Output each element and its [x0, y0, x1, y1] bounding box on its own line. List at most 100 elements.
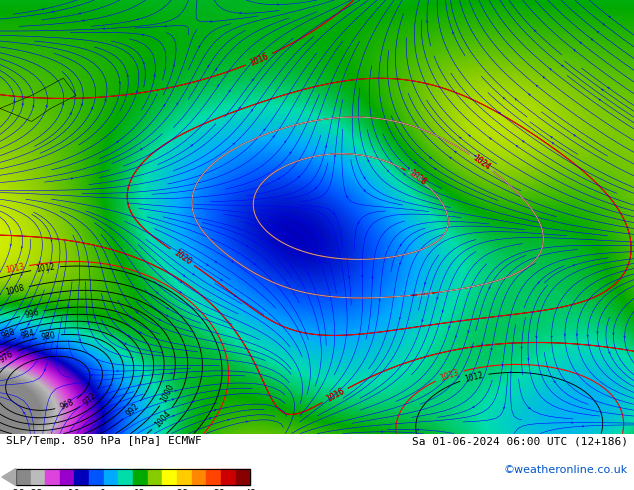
FancyArrowPatch shape	[498, 112, 500, 114]
FancyArrowPatch shape	[51, 293, 52, 295]
FancyArrowPatch shape	[602, 89, 604, 91]
FancyArrowPatch shape	[415, 162, 417, 164]
Text: 996: 996	[23, 307, 40, 319]
FancyArrowPatch shape	[210, 21, 212, 23]
FancyArrowPatch shape	[571, 422, 573, 423]
Polygon shape	[2, 468, 16, 486]
FancyArrowPatch shape	[551, 336, 552, 338]
Text: 26: 26	[177, 489, 188, 490]
FancyArrowPatch shape	[608, 87, 610, 89]
FancyArrowPatch shape	[489, 286, 491, 289]
FancyArrowPatch shape	[348, 276, 350, 279]
Text: 1028: 1028	[404, 168, 423, 183]
FancyArrowPatch shape	[139, 332, 141, 333]
FancyArrowPatch shape	[231, 261, 233, 262]
FancyArrowPatch shape	[138, 385, 140, 386]
FancyArrowPatch shape	[92, 408, 94, 410]
Text: 1024: 1024	[471, 153, 492, 172]
FancyArrowPatch shape	[28, 323, 30, 325]
FancyArrowPatch shape	[453, 31, 454, 34]
Text: 1024: 1024	[471, 153, 492, 172]
FancyArrowPatch shape	[515, 99, 517, 100]
Text: 992: 992	[124, 402, 141, 419]
Text: 1016: 1016	[249, 51, 269, 68]
FancyArrowPatch shape	[129, 316, 131, 318]
Text: 1012: 1012	[36, 263, 56, 274]
FancyArrowPatch shape	[94, 317, 96, 319]
FancyArrowPatch shape	[319, 260, 320, 262]
Bar	[16, 468, 30, 486]
FancyArrowPatch shape	[217, 85, 219, 87]
Bar	[236, 468, 250, 486]
FancyArrowPatch shape	[430, 157, 432, 159]
Text: 1020: 1020	[172, 248, 193, 267]
FancyArrowPatch shape	[165, 25, 167, 27]
FancyArrowPatch shape	[550, 69, 552, 71]
FancyArrowPatch shape	[191, 401, 193, 403]
FancyArrowPatch shape	[179, 291, 181, 293]
FancyArrowPatch shape	[119, 81, 121, 83]
FancyArrowPatch shape	[609, 352, 610, 354]
FancyArrowPatch shape	[172, 399, 174, 400]
FancyArrowPatch shape	[334, 154, 336, 157]
FancyArrowPatch shape	[254, 241, 256, 243]
FancyArrowPatch shape	[368, 160, 370, 162]
Text: ©weatheronline.co.uk: ©weatheronline.co.uk	[503, 465, 628, 475]
FancyArrowPatch shape	[426, 20, 428, 23]
FancyArrowPatch shape	[307, 272, 309, 274]
FancyArrowPatch shape	[543, 77, 545, 78]
FancyArrowPatch shape	[387, 170, 389, 172]
FancyArrowPatch shape	[551, 137, 553, 138]
FancyArrowPatch shape	[228, 419, 230, 421]
FancyArrowPatch shape	[29, 408, 31, 411]
Text: 1004: 1004	[153, 409, 172, 429]
FancyArrowPatch shape	[207, 65, 209, 67]
FancyArrowPatch shape	[475, 155, 477, 157]
FancyArrowPatch shape	[51, 239, 52, 242]
FancyArrowPatch shape	[516, 146, 518, 147]
Bar	[162, 468, 177, 486]
FancyArrowPatch shape	[180, 281, 182, 283]
FancyArrowPatch shape	[289, 152, 291, 154]
Text: 48: 48	[245, 489, 256, 490]
FancyArrowPatch shape	[142, 34, 144, 36]
FancyArrowPatch shape	[346, 196, 348, 197]
Text: -28: -28	[7, 489, 25, 490]
FancyArrowPatch shape	[46, 105, 48, 107]
FancyArrowPatch shape	[91, 374, 93, 376]
FancyArrowPatch shape	[101, 411, 103, 412]
FancyArrowPatch shape	[39, 261, 41, 264]
Bar	[30, 468, 45, 486]
FancyArrowPatch shape	[79, 13, 81, 14]
Bar	[221, 468, 236, 486]
FancyArrowPatch shape	[136, 311, 138, 313]
FancyArrowPatch shape	[190, 306, 192, 308]
FancyArrowPatch shape	[333, 213, 335, 215]
FancyArrowPatch shape	[455, 336, 457, 338]
FancyArrowPatch shape	[338, 249, 340, 252]
FancyArrowPatch shape	[29, 305, 30, 307]
FancyArrowPatch shape	[381, 431, 383, 433]
FancyArrowPatch shape	[263, 129, 265, 131]
FancyArrowPatch shape	[82, 20, 84, 22]
FancyArrowPatch shape	[510, 371, 512, 373]
FancyArrowPatch shape	[215, 261, 217, 262]
FancyArrowPatch shape	[289, 263, 291, 266]
FancyArrowPatch shape	[473, 406, 474, 408]
Text: 976: 976	[0, 349, 15, 365]
FancyArrowPatch shape	[246, 245, 248, 246]
Text: 1000: 1000	[159, 382, 176, 404]
FancyArrowPatch shape	[140, 149, 142, 150]
FancyArrowPatch shape	[612, 333, 614, 335]
FancyArrowPatch shape	[220, 279, 222, 280]
FancyArrowPatch shape	[198, 46, 200, 48]
FancyArrowPatch shape	[562, 65, 564, 67]
FancyArrowPatch shape	[167, 307, 169, 309]
FancyArrowPatch shape	[521, 347, 522, 349]
FancyArrowPatch shape	[127, 74, 129, 77]
Text: 1016: 1016	[325, 387, 346, 404]
FancyArrowPatch shape	[597, 332, 598, 334]
FancyArrowPatch shape	[136, 90, 138, 93]
FancyArrowPatch shape	[53, 316, 55, 318]
FancyArrowPatch shape	[522, 141, 524, 143]
